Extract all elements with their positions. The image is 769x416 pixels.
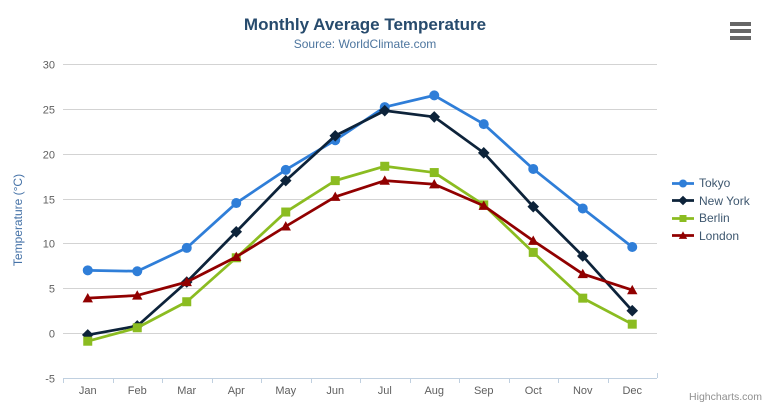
export-menu-button[interactable] — [730, 22, 751, 40]
data-point-triangle — [280, 221, 291, 231]
data-point-circle — [577, 203, 588, 214]
data-point-square — [679, 214, 687, 222]
data-point-diamond — [626, 304, 639, 317]
series-new-york[interactable] — [81, 104, 639, 341]
chart-subtitle: Source: WorldClimate.com — [293, 37, 437, 51]
legend-label: London — [699, 228, 740, 243]
legend-symbol-square — [672, 214, 694, 222]
legend-label: New York — [699, 193, 750, 208]
y-axis-label: 5 — [49, 284, 55, 296]
data-point-triangle — [678, 231, 688, 239]
x-axis-label: Jun — [326, 385, 344, 397]
x-axis-label: Aug — [424, 385, 444, 397]
data-point-triangle — [627, 284, 638, 295]
data-point-diamond — [279, 174, 292, 187]
y-axis-label: 10 — [43, 239, 55, 251]
data-point-diamond — [230, 225, 243, 238]
legend-label: Berlin — [699, 211, 730, 225]
data-point-triangle — [528, 235, 539, 245]
data-point-diamond — [81, 329, 94, 341]
data-point-diamond — [576, 250, 589, 262]
x-axis-label: Jan — [79, 385, 97, 397]
data-point-circle — [528, 163, 539, 174]
highcharts-credit-link[interactable]: Highcharts.com — [689, 391, 762, 403]
data-point-diamond — [477, 147, 490, 159]
data-point-square — [132, 323, 142, 333]
y-axis-label: 30 — [43, 60, 55, 72]
y-axis-label: 15 — [43, 195, 55, 207]
legend-symbol-diamond — [672, 195, 694, 206]
y-axis-label: 25 — [43, 105, 55, 117]
data-point-diamond — [378, 104, 391, 117]
x-axis-label: Apr — [228, 385, 245, 397]
legend-item-tokyo[interactable]: Tokyo — [672, 176, 750, 190]
legend-item-london[interactable]: London — [672, 229, 750, 243]
data-point-triangle — [181, 276, 192, 287]
data-point-square — [380, 161, 390, 171]
data-point-diamond — [527, 200, 540, 213]
series-tokyo[interactable] — [82, 90, 638, 277]
data-point-square — [281, 207, 291, 217]
legend-symbol-triangle — [672, 231, 694, 239]
hamburger-menu-icon — [730, 29, 751, 33]
data-point-square — [182, 297, 192, 307]
data-point-triangle — [82, 292, 93, 303]
y-axis-title: Temperature (°C) — [11, 173, 25, 267]
data-point-circle — [231, 198, 242, 209]
data-point-square — [83, 336, 93, 346]
data-point-circle — [280, 164, 291, 175]
legend-item-new-york[interactable]: New York — [672, 194, 750, 208]
data-point-square — [578, 293, 588, 303]
legend-item-berlin[interactable]: Berlin — [672, 211, 750, 225]
data-point-triangle — [132, 290, 143, 300]
x-axis-label: Feb — [128, 385, 147, 397]
x-axis-label: Sep — [474, 385, 494, 397]
series-london[interactable] — [82, 175, 638, 303]
hamburger-menu-icon — [730, 22, 751, 26]
y-axis-label: 0 — [49, 329, 55, 341]
chart-title: Monthly Average Temperature — [243, 15, 487, 34]
data-point-diamond — [329, 129, 342, 142]
x-axis-label: Nov — [573, 385, 593, 397]
data-point-circle — [181, 242, 192, 253]
data-point-square — [627, 319, 637, 329]
y-axis-label: -5 — [45, 374, 55, 386]
data-point-square — [528, 247, 538, 257]
series-line — [86, 179, 634, 300]
data-point-circle — [132, 266, 143, 277]
data-point-diamond — [428, 111, 441, 123]
data-point-circle — [478, 119, 489, 130]
legend-label: Tokyo — [699, 176, 731, 190]
legend: Tokyo New York Berlin London — [672, 176, 750, 246]
hamburger-menu-icon — [730, 36, 751, 40]
x-axis-label: Jul — [378, 385, 392, 397]
series-line — [86, 109, 634, 337]
data-point-square — [330, 176, 340, 186]
data-point-diamond — [678, 195, 688, 206]
x-axis-label: May — [275, 385, 296, 397]
data-point-triangle — [379, 175, 390, 185]
x-axis-label: Mar — [177, 385, 196, 397]
y-axis-label: 20 — [43, 150, 55, 162]
data-point-circle — [627, 242, 638, 253]
data-point-triangle — [429, 179, 440, 189]
data-point-triangle — [330, 191, 341, 201]
data-point-circle — [82, 265, 93, 276]
x-axis-label: Dec — [622, 385, 642, 397]
data-point-triangle — [231, 251, 242, 262]
data-point-triangle — [478, 200, 489, 210]
data-point-circle — [429, 90, 440, 101]
data-point-circle — [679, 179, 687, 187]
series-line — [86, 164, 634, 343]
x-axis-label: Oct — [525, 385, 542, 397]
legend-symbol-circle — [672, 179, 694, 187]
data-point-square — [429, 168, 439, 178]
data-point-triangle — [577, 268, 588, 279]
